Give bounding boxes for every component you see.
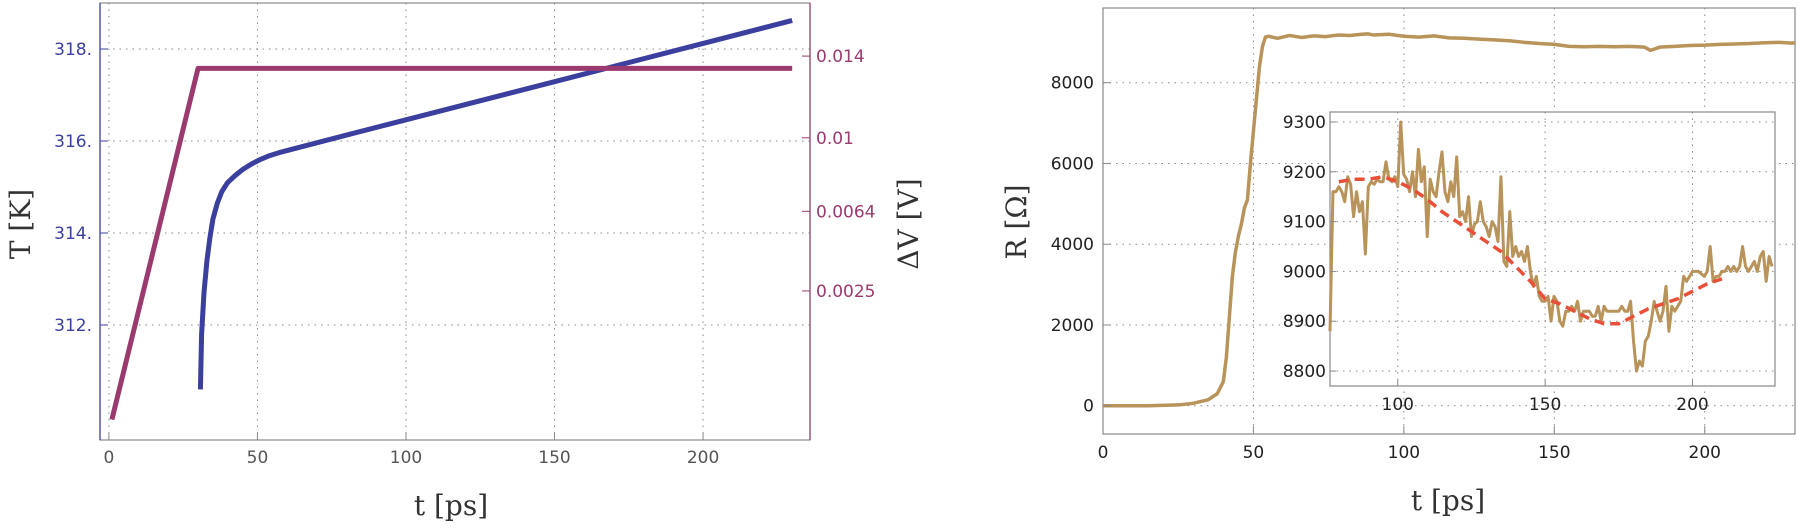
left-y-tick-label: 312. (54, 316, 92, 336)
inset-smoothed-dashed-line (1338, 175, 1723, 326)
inset-resistance-line (1328, 120, 1774, 373)
right-x-tick-label: 0 (1098, 443, 1109, 463)
inset-background (1330, 112, 1775, 386)
left-x-tick-label: 150 (538, 448, 570, 468)
temperature-voltage-chart: 0 50 100 150 200 312. 314. 316. 318. 0.0025 0.0064… (4, 2, 925, 522)
right-y-tick-label-r: 4000 (1051, 235, 1094, 255)
right-x-tick-label: 150 (1538, 443, 1570, 463)
inset-chart: 100 150 200 8800 8900 9000 9100 9200 9300 (1283, 111, 1776, 415)
right-y-tick-label: 0.01 (816, 129, 854, 149)
right-y-tick-label-r: 8000 (1051, 74, 1094, 94)
inset-y-tick-label: 8900 (1283, 312, 1326, 332)
right-x-tick-label: 100 (1388, 443, 1420, 463)
inset-ticks: 100 150 200 8800 8900 9000 9100 9200 9300 (1283, 113, 1709, 415)
right-x-axis-label: t [ps] (1411, 484, 1485, 517)
right-series-group (1103, 32, 1796, 408)
inset-frame (1329, 111, 1776, 387)
left-x-tick-label: 50 (247, 448, 269, 468)
left-y-tick-label: 314. (54, 224, 92, 244)
inset-series-group (1328, 120, 1774, 373)
right-y-tick-label-r: 0 (1083, 397, 1094, 417)
right-y-tick-label: 0.014 (816, 47, 865, 67)
right-y-axis-label-r: R [Ω] (1000, 184, 1033, 259)
voltage-series-line (109, 65, 793, 421)
inset-grid (1330, 112, 1775, 386)
resistance-series-line (1103, 32, 1796, 408)
inset-y-tick-label: 8800 (1283, 362, 1326, 382)
left-series-group (109, 18, 793, 421)
left-x-axis-label: t [ps] (414, 489, 488, 522)
left-ticks: 0 50 100 150 200 312. 314. 316. 318. 0.0025 0.0064… (54, 40, 875, 468)
inset-y-tick-label: 9000 (1283, 262, 1326, 282)
left-x-tick-label: 0 (103, 448, 114, 468)
inset-y-tick-label: 9300 (1283, 113, 1326, 133)
left-x-tick-label: 200 (687, 448, 719, 468)
right-y-tick-label: 0.0064 (816, 202, 875, 222)
temperature-series-line (197, 18, 793, 390)
right-y-tick-label-r: 2000 (1051, 316, 1094, 336)
left-y-tick-label: 318. (54, 40, 92, 60)
right-x-tick-label: 50 (1243, 443, 1265, 463)
inset-y-tick-label: 9200 (1283, 163, 1326, 183)
right-x-tick-label: 200 (1689, 443, 1721, 463)
right-y-axis-label: ΔV [V] (892, 178, 925, 269)
left-x-tick-label: 100 (390, 448, 422, 468)
left-y-axis-label: T [K] (4, 189, 37, 259)
inset-x-tick-label: 100 (1382, 395, 1414, 415)
inset-x-tick-label: 200 (1676, 395, 1708, 415)
left-y-tick-label: 316. (54, 132, 92, 152)
inset-y-tick-label: 9100 (1283, 213, 1326, 233)
left-grid (100, 3, 810, 440)
right-plot-frame (1102, 7, 1796, 435)
inset-x-tick-label: 150 (1529, 395, 1561, 415)
right-y-tick-label: 0.0025 (816, 282, 875, 302)
right-y-tick-label-r: 6000 (1051, 154, 1094, 174)
